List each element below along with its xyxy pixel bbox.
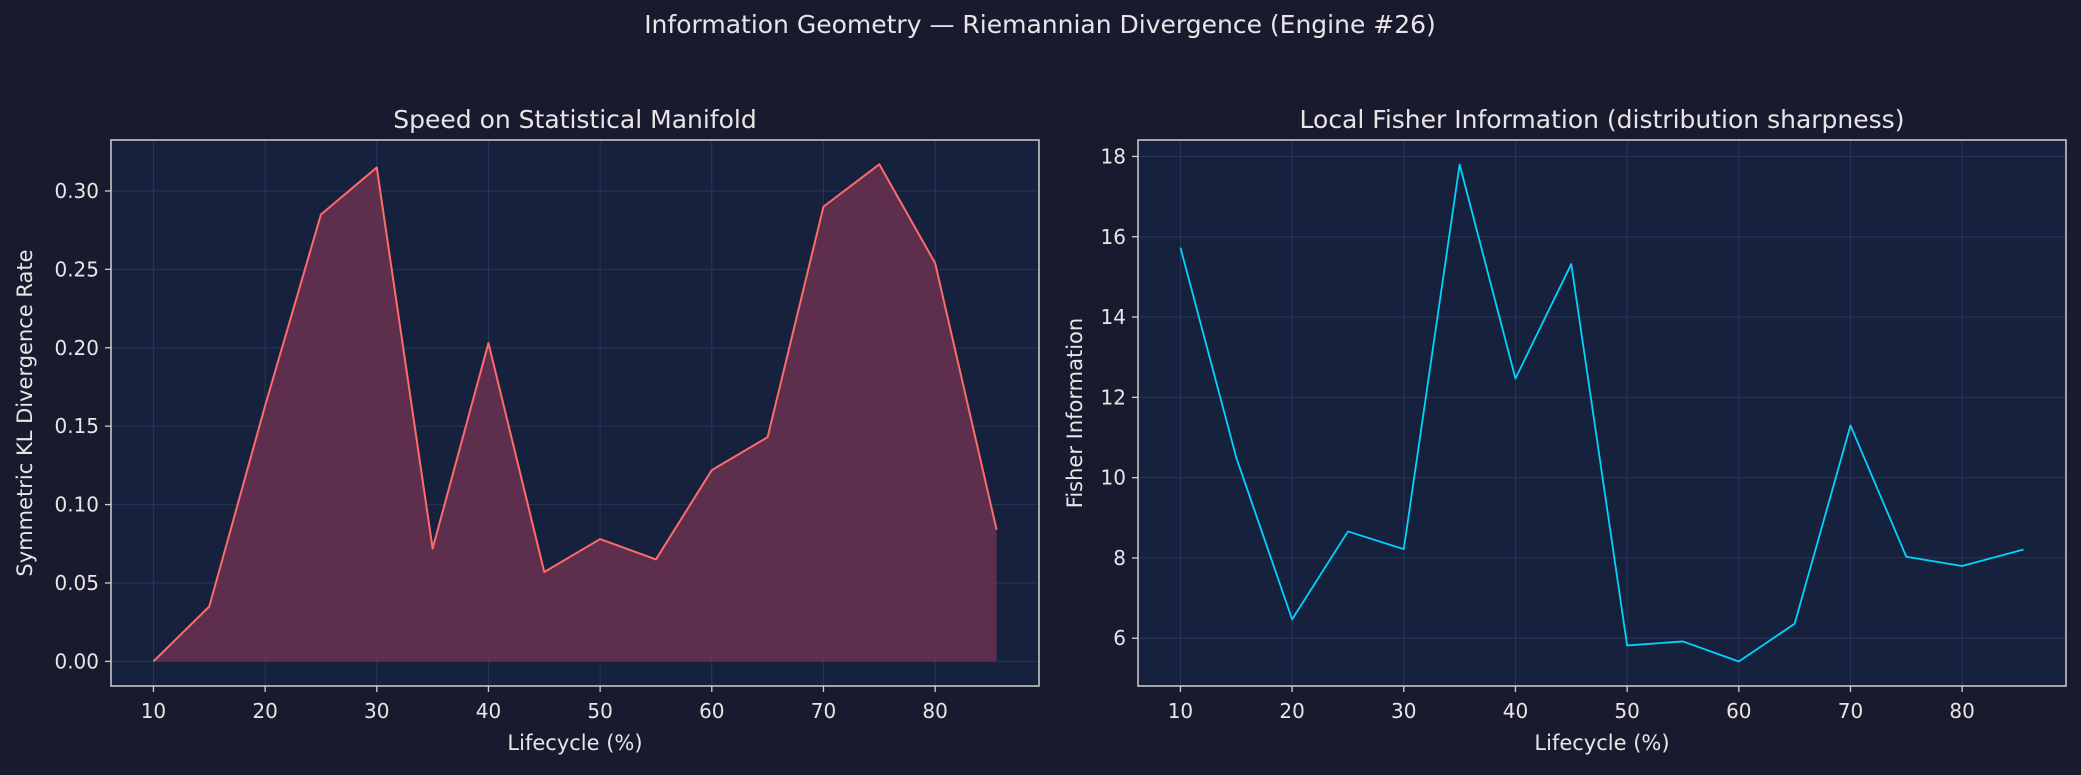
fisher-xtick-label-7: 80 — [1949, 699, 1974, 723]
speed-xtick-label-7: 80 — [922, 699, 947, 723]
fisher-ytick-label-0: 6 — [1113, 626, 1126, 650]
fisher-xtick-label-1: 20 — [1279, 699, 1304, 723]
speed-xtick-label-3: 40 — [476, 699, 501, 723]
fisher-title: Local Fisher Information (distribution s… — [1300, 105, 1905, 134]
speed-ytick-label-6: 0.30 — [54, 179, 99, 203]
speed-ytick-label-0: 0.00 — [54, 649, 99, 673]
fisher-ytick-label-5: 16 — [1101, 225, 1126, 249]
speed-ytick-label-2: 0.10 — [54, 493, 99, 517]
fisher-series-line — [1179, 163, 2024, 663]
speed-xtick-label-2: 30 — [364, 699, 389, 723]
speed-series-area — [153, 164, 997, 662]
fisher-ytick-label-4: 14 — [1101, 305, 1126, 329]
fisher-xtick-label-6: 70 — [1838, 699, 1863, 723]
speed-ytick-label-4: 0.20 — [54, 336, 99, 360]
fisher-xtick-label-4: 50 — [1614, 699, 1639, 723]
speed-series-line — [152, 163, 998, 663]
fisher-xtick-label-0: 10 — [1168, 699, 1193, 723]
figure-suptitle: Information Geometry — Riemannian Diverg… — [644, 10, 1436, 39]
speed-xtick-label-0: 10 — [141, 699, 166, 723]
fisher-ylabel: Fisher Information — [1063, 318, 1087, 508]
fisher-xtick-label-2: 30 — [1391, 699, 1416, 723]
speed-xlabel: Lifecycle (%) — [507, 731, 642, 755]
fisher-xtick-label-5: 60 — [1726, 699, 1751, 723]
speed-ytick-label-3: 0.15 — [54, 414, 99, 438]
speed-chart: 10 20 30 40 50 60 70 80 0.00 0.05 0.10 0.15 0.20 0.25… — [13, 105, 1040, 755]
fisher-ytick-label-3: 12 — [1101, 385, 1126, 409]
speed-axes-frame — [110, 139, 1040, 687]
speed-ytick-label-1: 0.05 — [54, 571, 99, 595]
speed-ylabel: Symmetric KL Divergence Rate — [13, 249, 37, 576]
speed-xtick-label-5: 60 — [699, 699, 724, 723]
speed-xtick-label-4: 50 — [587, 699, 612, 723]
fisher-ytick-label-2: 10 — [1101, 466, 1126, 490]
fisher-chart: 10 20 30 40 50 60 70 80 6 8 10 12 14 16 18 Local Fisher… — [1063, 105, 2067, 755]
fisher-plot-area — [1138, 140, 2066, 686]
fisher-ytick-label-6: 18 — [1101, 144, 1126, 168]
fisher-xlabel: Lifecycle (%) — [1534, 731, 1669, 755]
speed-title: Speed on Statistical Manifold — [393, 105, 756, 134]
fisher-ytick-label-1: 8 — [1113, 546, 1126, 570]
fisher-xtick-label-3: 40 — [1503, 699, 1528, 723]
speed-xtick-label-1: 20 — [252, 699, 277, 723]
fisher-axes-frame — [1137, 139, 2067, 687]
speed-ytick-label-5: 0.25 — [54, 257, 99, 281]
speed-xtick-label-6: 70 — [811, 699, 836, 723]
